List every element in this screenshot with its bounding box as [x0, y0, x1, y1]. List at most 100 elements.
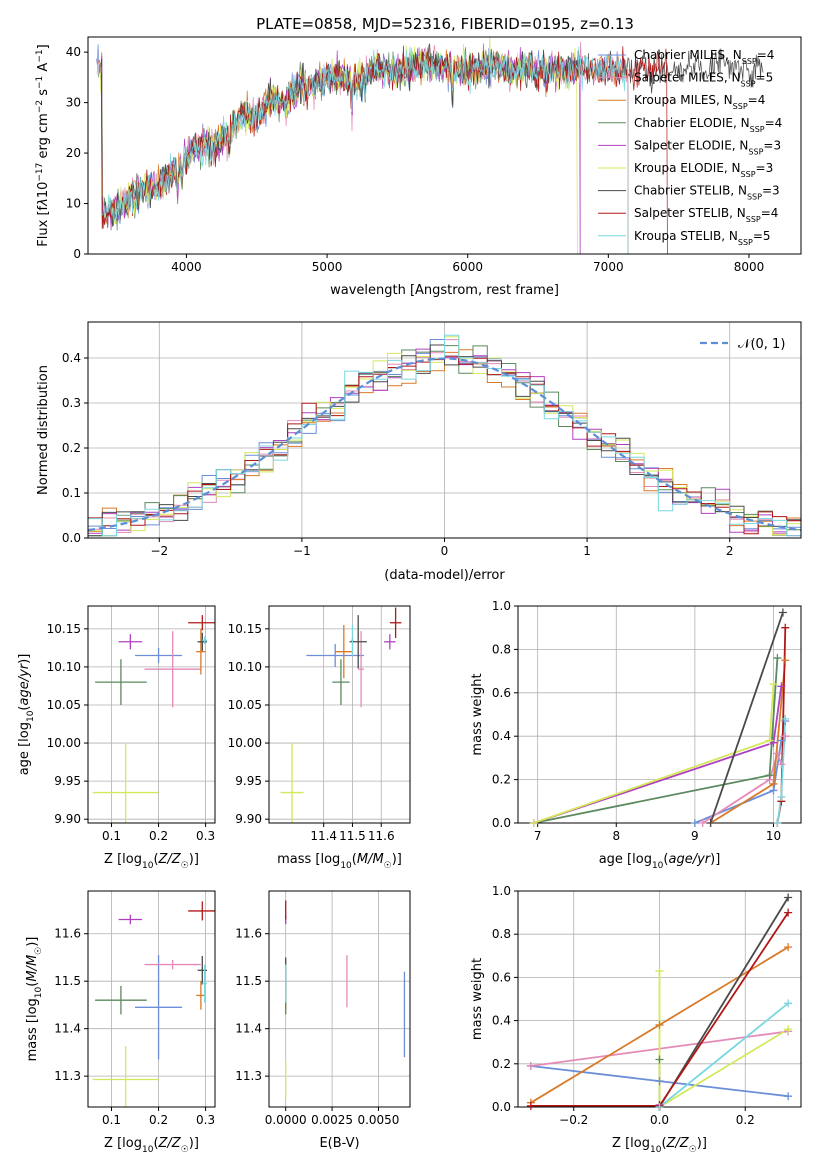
y-tick-label: 40	[66, 45, 81, 59]
x-axis-label: mass [log10(M/M☉)]	[277, 852, 402, 871]
y-tick-label: 9.90	[54, 812, 81, 826]
y-tick-label: 0.2	[492, 773, 511, 787]
weight-marker	[529, 819, 538, 827]
x-tick-label: 0.0000	[265, 1113, 307, 1127]
weight-marker	[698, 819, 707, 827]
axes-frame	[87, 36, 802, 255]
y-axis-label: mass weight	[470, 958, 485, 1040]
y-tick-label: 11.4	[235, 1022, 262, 1036]
weight-line	[709, 612, 784, 823]
plot-area	[88, 334, 801, 537]
x-tick-label: 0.3	[196, 829, 215, 843]
y-tick-label: 10.00	[228, 736, 262, 750]
x-axis-label: wavelength [Angstrom, rest frame]	[330, 283, 559, 298]
weight-marker	[784, 1025, 793, 1034]
weight-line	[533, 684, 775, 823]
weight-marker	[706, 819, 715, 827]
y-tick-label: 0.0	[492, 816, 511, 830]
y-axis-label: age [log10(age/yr)]	[17, 654, 36, 776]
spectrum-line	[102, 46, 629, 254]
x-tick-label: 11.6	[368, 829, 395, 843]
weight-marker	[655, 1020, 664, 1029]
weight-marker	[784, 908, 793, 917]
weight-marker	[781, 656, 790, 665]
x-axis-label: Z [log10(Z/Z☉)]	[104, 852, 199, 871]
x-tick-label: 0.0025	[311, 1113, 353, 1127]
x-axis-label: Z [log10(Z/Z☉)]	[104, 1136, 199, 1155]
spectrum-panel: 4000 5000 6000 7000 8000 0 10 20 30 40 wavelength …	[35, 36, 802, 298]
x-tick-label: 9	[691, 829, 699, 843]
y-tick-label: 0.4	[492, 729, 511, 743]
y-tick-label: 10.05	[228, 698, 262, 712]
axes-frame	[268, 605, 411, 824]
weight-marker	[526, 1101, 535, 1110]
x-tick-label: −0.2	[559, 1113, 588, 1127]
x-tick-label: 0.2	[149, 1113, 168, 1127]
weight-marker	[781, 732, 790, 741]
x-axis-label: (data-model)/error	[384, 568, 505, 583]
x-tick-label: 11.4	[310, 829, 337, 843]
x-tick-label: 7000	[593, 260, 624, 274]
age-vs-Z-panel: 0.1 0.2 0.3 9.90 9.95 10.00 10.05 10.10 10.15 Z […	[17, 605, 216, 871]
weight-marker	[655, 966, 664, 975]
x-tick-label: 0.3	[196, 1113, 215, 1127]
y-tick-label: 11.5	[235, 974, 262, 988]
weight-marker	[784, 999, 793, 1008]
mass-weight-vs-age-panel: 7 8 9 10 0.0 0.2 0.4 0.6 0.8 1.0 age [log10(age/yr…	[470, 599, 802, 871]
y-tick-label: 11.3	[235, 1069, 262, 1083]
y-tick-label: 10.10	[47, 660, 81, 674]
weight-marker	[777, 682, 786, 691]
y-axis-label: Normed distribution	[36, 365, 51, 495]
legend-label: Kroupa MILES, NSSP=4	[634, 93, 765, 111]
weight-marker	[777, 760, 786, 769]
x-tick-label: 10	[766, 829, 781, 843]
y-tick-label: 10.15	[47, 622, 81, 636]
legend: Chabrier MILES, NSSP=4 Salpeter MILES, NS…	[598, 48, 782, 246]
y-axis-label: Flux [fλ10−17 erg cm−2 s−1 A−1]	[35, 44, 51, 246]
x-tick-label: 11.5	[339, 829, 366, 843]
y-tick-label: 0.2	[62, 441, 81, 455]
y-tick-label: 10.10	[228, 660, 262, 674]
weight-marker	[778, 608, 787, 617]
x-tick-label: 8000	[734, 260, 765, 274]
weight-marker	[777, 736, 786, 745]
weight-marker	[781, 623, 790, 632]
weight-marker	[784, 1092, 793, 1101]
y-tick-label: 0.0	[492, 1100, 511, 1114]
legend-label: Chabrier MILES, NSSP=4	[634, 48, 774, 66]
y-tick-label: 10.15	[228, 622, 262, 636]
y-tick-label: 0.6	[492, 970, 511, 984]
x-tick-label: 0.1	[102, 829, 121, 843]
legend-label: Kroupa ELODIE, NSSP=3	[634, 161, 773, 179]
axes-frame	[268, 890, 411, 1108]
weight-marker	[526, 1061, 535, 1070]
weight-line	[658, 970, 789, 1107]
y-tick-label: 20	[66, 146, 81, 160]
weight-marker	[769, 680, 778, 689]
y-tick-label: 1.0	[492, 884, 511, 898]
weight-marker	[765, 771, 774, 780]
x-axis-label: Z [log10(Z/Z☉)]	[612, 1136, 707, 1155]
y-tick-label: 11.6	[235, 927, 262, 941]
y-tick-label: 10	[66, 197, 81, 211]
weight-marker	[773, 819, 782, 827]
y-tick-label: 9.95	[235, 774, 262, 788]
weight-marker	[784, 943, 793, 952]
y-tick-label: 0.8	[492, 927, 511, 941]
y-tick-label: 11.4	[54, 1022, 81, 1036]
weight-marker	[769, 779, 778, 788]
weight-marker	[655, 1077, 664, 1086]
y-tick-label: 0.8	[492, 642, 511, 656]
y-tick-label: 10.05	[47, 698, 81, 712]
y-tick-label: 11.5	[54, 974, 81, 988]
axes-frame	[87, 890, 216, 1108]
legend-label: Chabrier ELODIE, NSSP=4	[634, 116, 782, 134]
legend-label: 𝒩(0, 1)	[738, 337, 785, 352]
x-tick-label: −1	[293, 544, 311, 558]
x-tick-label: 5000	[312, 260, 343, 274]
weight-marker	[777, 792, 786, 801]
histogram-step	[88, 334, 801, 537]
x-tick-label: 0.2	[736, 1113, 755, 1127]
x-tick-label: 0.0	[650, 1113, 669, 1127]
